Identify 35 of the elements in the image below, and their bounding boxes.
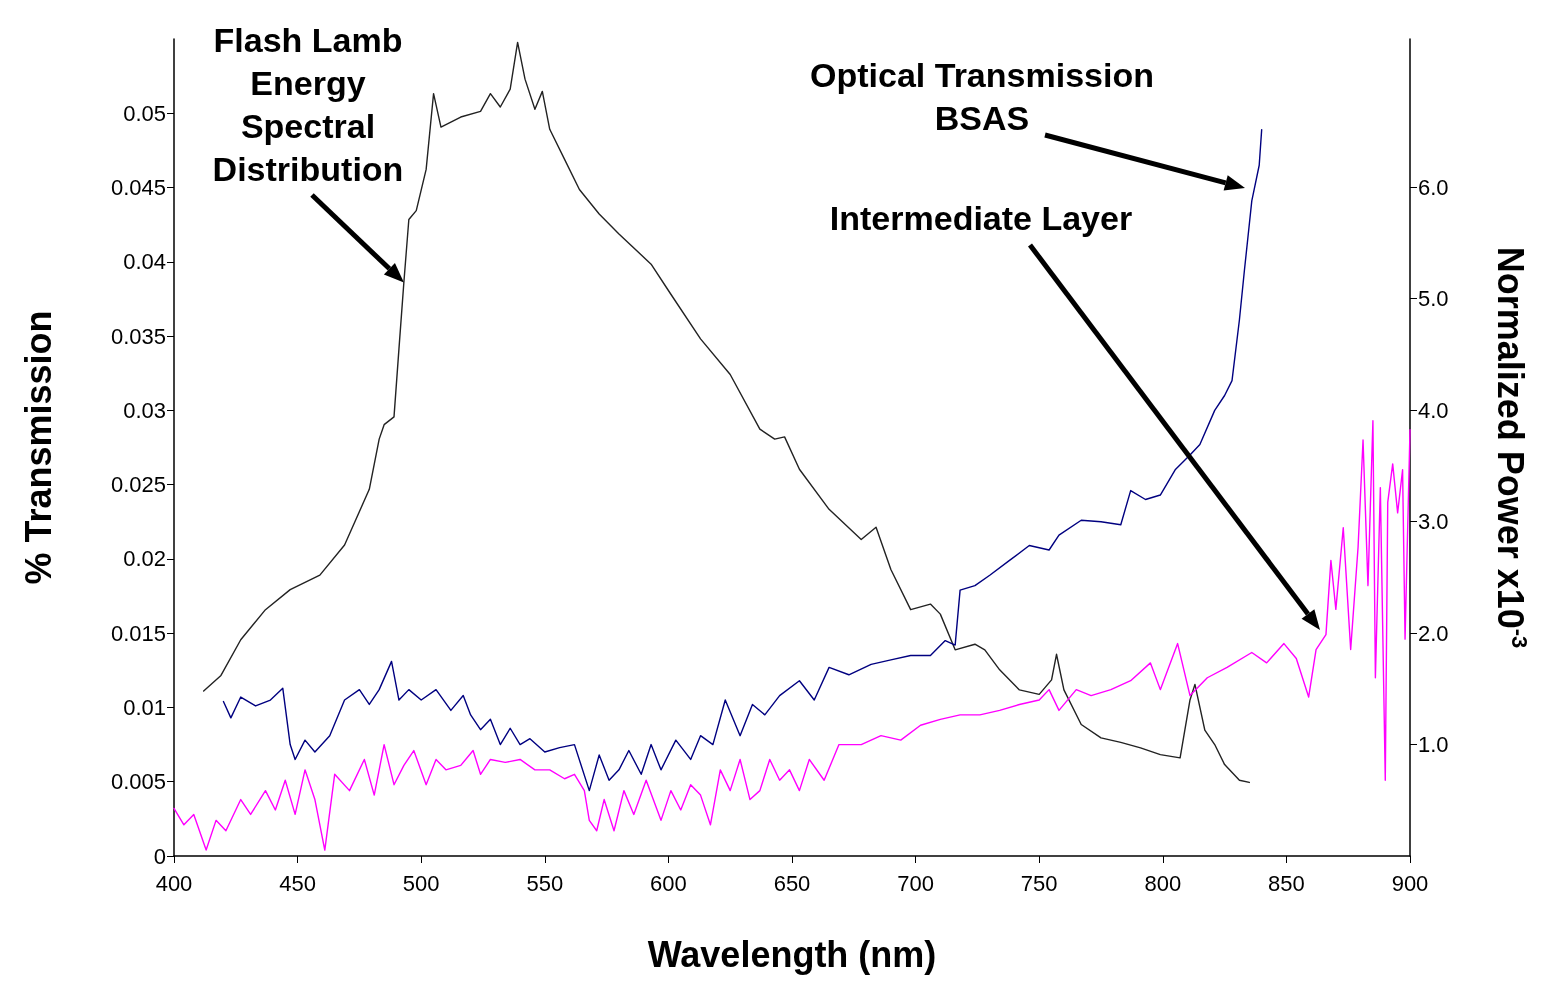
y-tick-label: 0.005 xyxy=(110,769,166,795)
y-tick-label: 0.04 xyxy=(123,249,166,275)
annotation: Flash Lamb Energy Spectral Distribution xyxy=(211,20,405,190)
y-tick-label: 0.035 xyxy=(110,323,166,349)
y-tick-label: 0.025 xyxy=(110,472,166,498)
x-tick-label: 550 xyxy=(526,870,564,896)
x-axis-title: Wavelength (nm) xyxy=(647,933,937,975)
x-tick-label: 400 xyxy=(155,870,193,896)
x-tick-label: 750 xyxy=(1020,870,1058,896)
y2-tick-label: 2.0 xyxy=(1418,620,1449,646)
y-tick-label: 0.01 xyxy=(123,694,166,720)
y2-tick-label: 1.0 xyxy=(1418,732,1449,758)
x-tick-label: 650 xyxy=(773,870,811,896)
y2-tick-label: 5.0 xyxy=(1418,286,1449,312)
x-tick-label: 450 xyxy=(279,870,316,896)
annotation: Intermediate Layer xyxy=(828,197,1134,239)
y-axis-title: % Transmission xyxy=(17,310,59,585)
x-tick-label: 500 xyxy=(402,870,440,896)
x-tick-label: 800 xyxy=(1144,870,1182,896)
x-tick-label: 850 xyxy=(1268,870,1305,896)
line-series xyxy=(173,420,1411,851)
y-tick-label: 0.045 xyxy=(110,175,166,201)
x-tick-label: 700 xyxy=(897,870,934,896)
y2-tick-label: 6.0 xyxy=(1418,174,1449,200)
y2-tick-label: 3.0 xyxy=(1418,509,1449,535)
y-tick-label: 0.03 xyxy=(123,397,166,423)
x-tick-label: 600 xyxy=(650,870,687,896)
x-tick-label: 900 xyxy=(1391,870,1429,896)
y-tick-label: 0 xyxy=(153,843,166,869)
y2-tick-label: 4.0 xyxy=(1418,397,1449,423)
annotation: Optical Transmission BSAS xyxy=(809,55,1155,139)
y2-axis-title: Normalized Power x10-3 xyxy=(1489,246,1532,649)
y-tick-label: 0.015 xyxy=(110,620,166,646)
y-tick-label: 0.05 xyxy=(123,100,166,126)
y-tick-label: 0.02 xyxy=(123,546,166,572)
